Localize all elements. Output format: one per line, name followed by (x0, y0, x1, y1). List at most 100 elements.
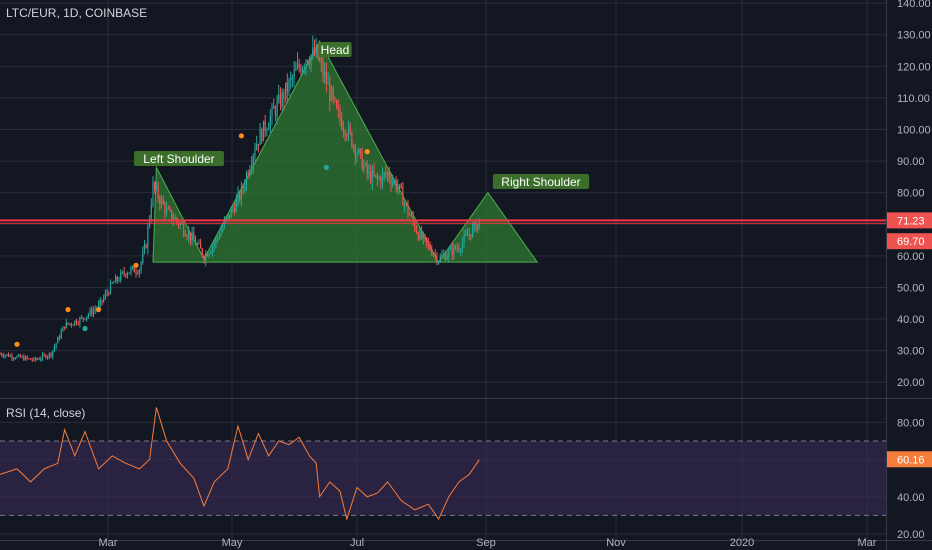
candle (472, 226, 474, 237)
candle (130, 268, 132, 273)
sell-signal-marker (65, 306, 71, 313)
candle (196, 243, 198, 245)
candle (126, 273, 129, 276)
candle (123, 271, 125, 275)
candle (115, 276, 117, 283)
candle (121, 271, 123, 273)
candle (189, 232, 191, 241)
candle (337, 108, 339, 110)
candle (375, 175, 377, 177)
candle (477, 223, 479, 231)
candle (264, 120, 266, 132)
time-axis-tick: Sep (476, 537, 496, 549)
last-price-badge-text: 69.70 (897, 236, 925, 248)
candle (108, 293, 110, 295)
candle (378, 177, 380, 179)
candle (281, 92, 283, 107)
candle (26, 356, 28, 359)
candle (174, 218, 176, 220)
head-label-bg (318, 42, 352, 57)
candle (70, 323, 72, 325)
candle (75, 320, 78, 324)
candle (278, 94, 280, 102)
rsi-band (0, 440, 886, 516)
candle (310, 55, 312, 65)
resistance-price-badge-bg (887, 212, 932, 229)
candle (368, 170, 370, 174)
candle (152, 182, 154, 206)
rsi-axis-tick: 40.00 (897, 492, 925, 504)
candle (422, 234, 424, 239)
candle (132, 266, 134, 269)
candle (222, 227, 224, 232)
candle (373, 170, 375, 176)
candle (426, 237, 428, 243)
last-price-badge-bg (887, 233, 932, 250)
candle (293, 70, 295, 78)
candle (79, 317, 81, 324)
candle (254, 149, 256, 156)
candle (351, 132, 353, 147)
candle (133, 266, 135, 273)
candle (387, 172, 389, 175)
candle (60, 331, 62, 339)
candle (266, 130, 268, 132)
last-price-badge: 69.70 (887, 233, 932, 250)
candle (439, 256, 441, 262)
candle (239, 192, 241, 200)
left-shoulder-label: Left Shoulder (134, 151, 224, 166)
candle (240, 186, 242, 200)
candle (449, 247, 452, 251)
candle (191, 232, 193, 241)
candle (402, 188, 404, 206)
candle (458, 248, 460, 251)
sell-signal-marker (96, 306, 102, 313)
candle (370, 170, 372, 182)
candle (325, 72, 327, 85)
candle (166, 208, 168, 214)
candle (205, 253, 207, 261)
candle (28, 358, 30, 360)
candle (38, 359, 40, 361)
candle (4, 355, 6, 357)
rsi-line[interactable] (0, 407, 480, 521)
candle (456, 248, 458, 250)
candle (313, 47, 316, 55)
candle (276, 101, 278, 116)
candle (120, 272, 122, 281)
candle (324, 72, 326, 76)
candle (220, 231, 222, 237)
candle (466, 234, 469, 236)
candle (322, 61, 324, 76)
sell-signal-marker (14, 341, 20, 347)
candle (397, 186, 399, 190)
candle (473, 221, 475, 227)
candle (234, 208, 236, 212)
candle (307, 60, 309, 64)
right-shoulder-label-bg (492, 174, 590, 189)
candle (164, 203, 166, 214)
time-axis-tick: Mar (858, 537, 877, 549)
candle (419, 230, 421, 240)
candle (77, 323, 79, 325)
symbol-title: LTC/EUR, 1D, COINBASE (6, 6, 148, 20)
candle (203, 255, 205, 261)
candle (35, 357, 37, 360)
candle (74, 320, 76, 325)
candle (242, 186, 244, 189)
candle (305, 60, 307, 67)
candle (106, 293, 108, 295)
candle (169, 208, 171, 210)
candle (65, 322, 67, 329)
candle (460, 249, 462, 251)
candle (283, 92, 285, 100)
candle (159, 198, 161, 205)
head-shoulders-pattern[interactable] (152, 40, 539, 264)
candle (390, 178, 392, 184)
candle (463, 235, 465, 243)
candle (188, 232, 190, 238)
candle (285, 82, 287, 100)
candle (128, 272, 130, 274)
candle (261, 129, 263, 142)
